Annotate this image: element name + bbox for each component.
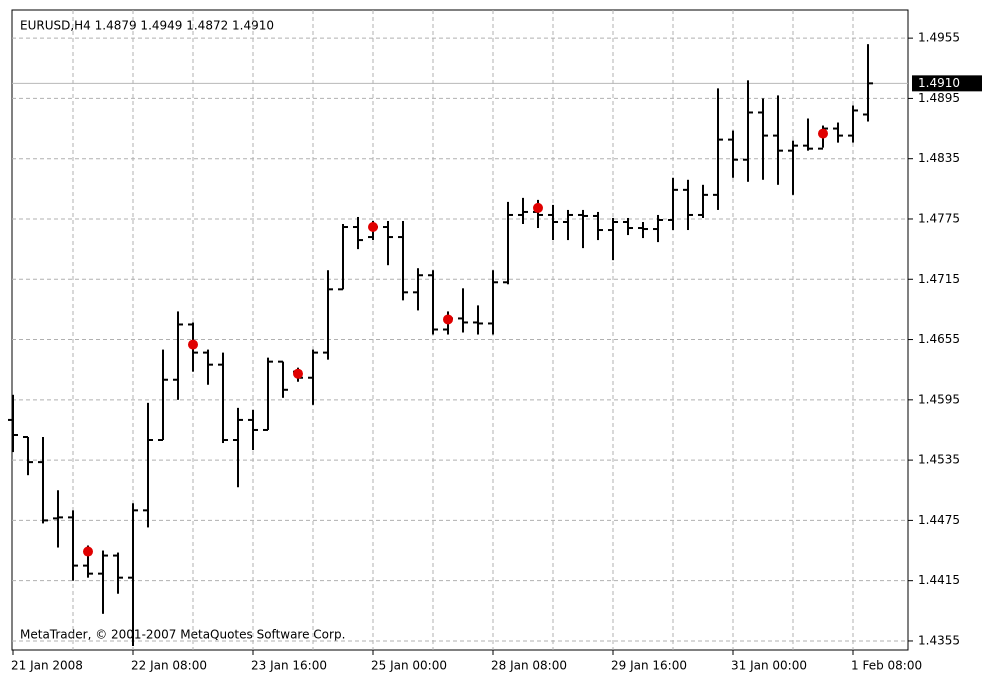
y-tick-label: 1.4655 xyxy=(918,332,960,346)
x-tick-label: 21 Jan 2008 xyxy=(11,659,83,673)
x-tick-label: 22 Jan 08:00 xyxy=(131,659,207,673)
indicator-dot xyxy=(533,202,543,213)
indicator-dot xyxy=(818,128,828,139)
current-price-box xyxy=(912,75,982,92)
indicator-dot xyxy=(443,314,453,325)
y-tick-label: 1.4535 xyxy=(918,453,960,467)
indicator-dot xyxy=(83,546,93,557)
x-tick-label: 31 Jan 00:00 xyxy=(731,659,807,673)
watermark: MetaTrader, © 2001-2007 MetaQuotes Softw… xyxy=(20,628,345,642)
y-tick-label: 1.4415 xyxy=(918,573,960,587)
y-tick-label: 1.4955 xyxy=(918,31,960,45)
y-tick-label: 1.4475 xyxy=(918,513,960,527)
y-tick-label: 1.4895 xyxy=(918,91,960,105)
indicator-dot xyxy=(368,222,378,233)
x-tick-label: 29 Jan 16:00 xyxy=(611,659,687,673)
x-tick-label: 23 Jan 16:00 xyxy=(251,659,327,673)
indicator-dot xyxy=(188,339,198,350)
x-tick-label: 1 Feb 08:00 xyxy=(851,659,922,673)
x-tick-label: 25 Jan 00:00 xyxy=(371,659,447,673)
chart-title: EURUSD,H4 1.4879 1.4949 1.4872 1.4910 xyxy=(20,19,274,33)
y-tick-label: 1.4355 xyxy=(918,633,960,647)
x-tick-label: 28 Jan 08:00 xyxy=(491,659,567,673)
y-tick-label: 1.4835 xyxy=(918,151,960,165)
y-tick-label: 1.4715 xyxy=(918,272,960,286)
plot-frame xyxy=(11,9,909,651)
y-tick-label: 1.4595 xyxy=(918,392,960,406)
current-price-label: 1.4910 xyxy=(918,76,960,90)
indicator-dot xyxy=(293,368,303,379)
y-tick-label: 1.4775 xyxy=(918,211,960,225)
